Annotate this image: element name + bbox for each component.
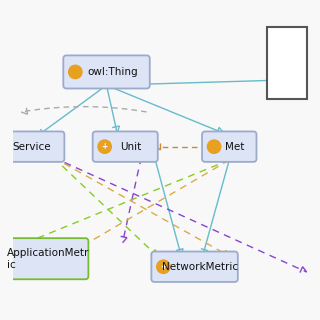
Text: owl:Thing: owl:Thing bbox=[87, 67, 138, 77]
Circle shape bbox=[69, 65, 82, 79]
FancyBboxPatch shape bbox=[202, 132, 257, 162]
FancyBboxPatch shape bbox=[63, 55, 150, 89]
FancyBboxPatch shape bbox=[0, 132, 64, 162]
FancyBboxPatch shape bbox=[267, 27, 307, 99]
Text: ApplicationMetr
ic: ApplicationMetr ic bbox=[7, 248, 89, 269]
Text: Service: Service bbox=[12, 142, 51, 152]
Text: +: + bbox=[101, 142, 108, 151]
Circle shape bbox=[207, 140, 221, 153]
Text: +: + bbox=[160, 262, 166, 271]
Circle shape bbox=[157, 260, 170, 273]
FancyBboxPatch shape bbox=[151, 252, 238, 282]
Circle shape bbox=[98, 140, 111, 153]
FancyBboxPatch shape bbox=[93, 132, 158, 162]
Text: Unit: Unit bbox=[120, 142, 141, 152]
Text: NetworkMetric: NetworkMetric bbox=[162, 262, 238, 272]
FancyBboxPatch shape bbox=[7, 238, 88, 279]
Text: Met: Met bbox=[225, 142, 245, 152]
